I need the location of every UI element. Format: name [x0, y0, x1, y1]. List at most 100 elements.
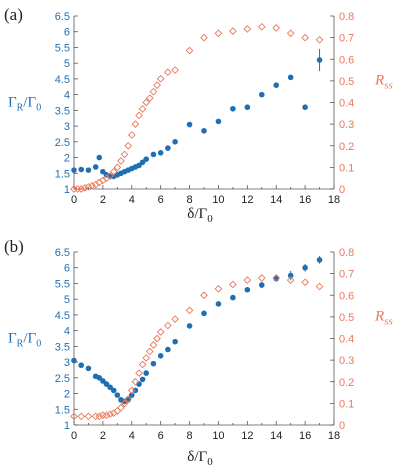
- right-y-axis-title-sub: ss: [384, 316, 393, 328]
- gamma-point: [230, 105, 236, 112]
- rss-point: [124, 395, 133, 403]
- left-y-tick-label: 1: [64, 184, 70, 196]
- rss-point: [214, 284, 223, 293]
- left-y-tick-label: 2: [64, 153, 70, 165]
- rss-point: [272, 274, 281, 282]
- x-tick-label: 0: [71, 430, 77, 442]
- right-y-tick-label: 0: [339, 184, 345, 196]
- rss-point: [127, 131, 136, 139]
- x-tick-label: 6: [158, 430, 164, 442]
- x-tick-label: 2: [100, 194, 106, 206]
- right-y-tick-label: 0.4: [339, 334, 354, 346]
- left-y-axis-title-part: Γ: [8, 331, 17, 347]
- rss-point: [185, 306, 194, 315]
- gamma-point: [258, 282, 265, 288]
- gamma-point: [103, 381, 110, 387]
- gamma-point: [244, 104, 251, 111]
- x-tick-label: 10: [212, 430, 224, 442]
- x-tick-label: 16: [299, 430, 311, 442]
- right-y-tick-label: 0.6: [339, 290, 354, 302]
- rss-point: [138, 360, 147, 369]
- left-y-axis-title: ΓR/Γ0: [8, 331, 41, 350]
- left-y-axis-title-part: R: [17, 103, 24, 114]
- left-y-axis-title-part: /Γ: [23, 95, 36, 111]
- rss-point: [124, 141, 133, 150]
- left-y-tick-label: 5.5: [55, 278, 70, 290]
- left-y-tick-label: 1: [64, 420, 70, 432]
- rss-point: [84, 412, 93, 421]
- gamma-point: [78, 166, 85, 173]
- left-y-tick-label: 6: [64, 263, 70, 275]
- gamma-point: [71, 357, 77, 364]
- rss-point: [153, 81, 161, 90]
- rss-point: [91, 412, 100, 421]
- gamma-point: [71, 167, 77, 173]
- rss-point: [243, 25, 252, 33]
- x-axis-title: δ/Γ0: [187, 449, 213, 468]
- gamma-point: [201, 310, 207, 317]
- gamma-point: [143, 370, 150, 376]
- right-y-tick-label: 0: [339, 420, 345, 432]
- rss-point: [229, 280, 237, 289]
- left-y-tick-label: 3.5: [55, 105, 70, 117]
- gamma-point: [302, 104, 308, 111]
- left-y-tick-label: 4: [64, 326, 70, 338]
- right-y-tick-label: 0.5: [339, 312, 354, 324]
- rss-point: [153, 334, 161, 343]
- rss-point: [145, 94, 154, 103]
- rss-point: [301, 278, 309, 287]
- x-tick-label: 14: [270, 430, 282, 442]
- rss-point: [243, 276, 252, 284]
- x-tick-label: 14: [270, 194, 282, 206]
- left-y-tick-label: 5: [64, 294, 70, 306]
- left-y-tick-label: 5.5: [55, 42, 70, 54]
- gamma-point: [316, 57, 323, 63]
- right-y-tick-label: 0.1: [339, 162, 354, 174]
- right-y-tick-label: 0.7: [339, 269, 354, 281]
- rss-point: [156, 328, 165, 336]
- left-y-tick-label: 3: [64, 121, 70, 133]
- x-tick-label: 18: [328, 194, 340, 206]
- x-tick-label: 12: [241, 194, 253, 206]
- x-tick-label: 4: [129, 194, 135, 206]
- rss-point: [135, 369, 143, 377]
- gamma-point: [78, 362, 85, 369]
- rss-point: [88, 181, 96, 190]
- gamma-point: [287, 74, 294, 81]
- rss-point: [315, 35, 324, 44]
- right-y-tick-label: 0.3: [339, 119, 354, 131]
- gamma-point: [215, 301, 222, 307]
- gamma-point: [107, 384, 113, 391]
- rss-point: [80, 184, 89, 192]
- rss-point: [120, 399, 129, 408]
- gamma-point: [100, 168, 106, 175]
- gamma-point: [92, 164, 99, 170]
- gamma-point: [85, 167, 92, 173]
- left-y-tick-label: 2.5: [55, 137, 70, 149]
- left-y-axis-title-part: R: [17, 339, 24, 350]
- gamma-point: [96, 154, 103, 161]
- chart-panel-a: (a) 0 2 4 6 8 10 12 14 16 18 1 1.5 2 2.5 3 3.5 4 4.5 5 5.5 6 6…: [4, 5, 393, 225]
- gamma-point: [186, 323, 193, 329]
- right-y-tick-label: 0.5: [339, 76, 354, 88]
- rss-point: [77, 412, 86, 421]
- rss-point: [120, 150, 129, 159]
- left-y-tick-label: 1.5: [55, 404, 70, 416]
- rss-point: [229, 27, 237, 35]
- gamma-point: [157, 353, 164, 359]
- gamma-point: [96, 375, 103, 381]
- right-y-tick-label: 0.7: [339, 33, 354, 45]
- right-y-tick-label: 0.2: [339, 141, 354, 153]
- rss-point: [214, 29, 223, 38]
- left-y-tick-label: 3.5: [55, 341, 70, 353]
- gamma-point: [150, 360, 157, 367]
- rss-point: [200, 291, 208, 300]
- left-y-tick-label: 2.5: [55, 373, 70, 385]
- rss-point: [70, 185, 78, 193]
- gamma-point: [136, 162, 142, 169]
- left-y-tick-label: 4: [64, 90, 70, 102]
- rss-point: [156, 74, 165, 83]
- right-y-tick-label: 0.2: [339, 377, 354, 389]
- chart-panel-b: (b) 0 2 4 6 8 10 12 14 16 18 1 1.5 2 2.5 3 3.5 4 4.5 5 5.5 6 6…: [4, 237, 393, 468]
- left-y-axis-title-part: /Γ: [23, 331, 36, 347]
